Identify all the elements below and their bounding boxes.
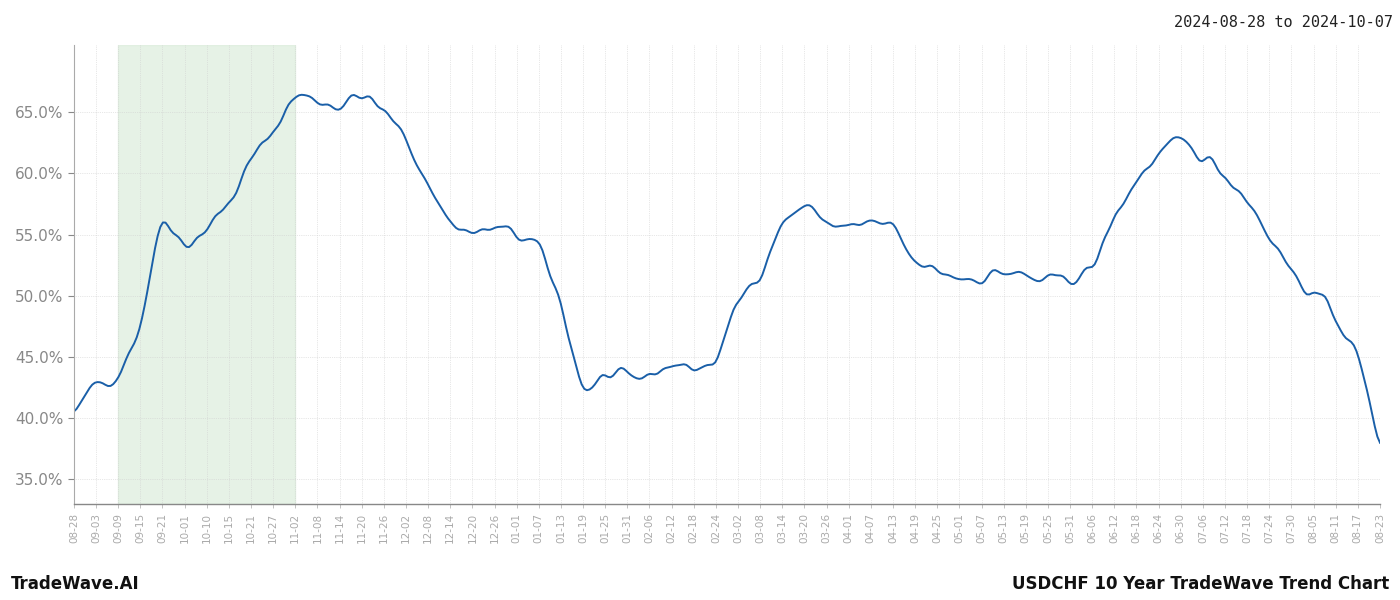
Bar: [118, 45, 295, 504]
Text: TradeWave.AI: TradeWave.AI: [11, 575, 140, 593]
Text: USDCHF 10 Year TradeWave Trend Chart: USDCHF 10 Year TradeWave Trend Chart: [1012, 575, 1389, 593]
Text: 2024-08-28 to 2024-10-07: 2024-08-28 to 2024-10-07: [1175, 15, 1393, 30]
